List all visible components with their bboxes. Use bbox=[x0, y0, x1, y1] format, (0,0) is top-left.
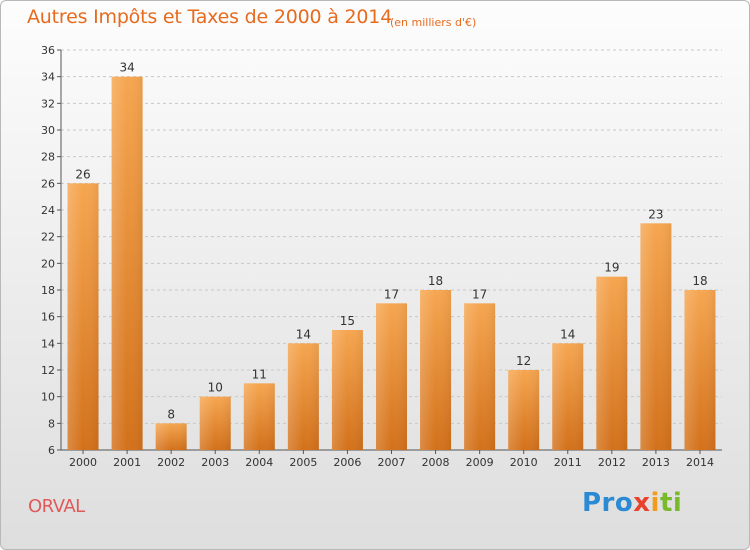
data-label: 10 bbox=[208, 381, 223, 395]
bar-sheen bbox=[111, 76, 143, 451]
x-tick-label: 2001 bbox=[113, 456, 141, 469]
y-tick-label: 36 bbox=[41, 44, 55, 57]
bar-sheen bbox=[331, 330, 363, 450]
bar-sheen bbox=[508, 370, 540, 450]
x-tick-label: 2009 bbox=[466, 456, 494, 469]
data-label: 17 bbox=[472, 287, 487, 301]
y-tick-label: 8 bbox=[48, 417, 55, 430]
y-tick-label: 34 bbox=[41, 71, 55, 84]
town-name: ORVAL bbox=[28, 496, 85, 517]
bar-sheen bbox=[376, 303, 407, 450]
data-label: 26 bbox=[75, 167, 90, 181]
y-tick-label: 32 bbox=[41, 97, 55, 110]
data-label: 14 bbox=[560, 327, 575, 341]
x-tick-label: 2006 bbox=[333, 456, 361, 469]
proxiti-logo[interactable]: Proxiti bbox=[582, 488, 682, 518]
x-tick-label: 2003 bbox=[201, 456, 229, 469]
data-label: 17 bbox=[384, 287, 399, 301]
x-tick-label: 2005 bbox=[289, 456, 317, 469]
y-tick-label: 30 bbox=[41, 124, 55, 137]
data-label: 34 bbox=[119, 61, 134, 75]
y-tick-label: 16 bbox=[41, 311, 55, 324]
bar-sheen bbox=[287, 343, 319, 450]
bar-sheen bbox=[199, 396, 231, 450]
bar-sheen bbox=[552, 343, 584, 450]
logo-part-2: x bbox=[633, 488, 651, 518]
y-tick-label: 10 bbox=[41, 391, 55, 404]
logo-part-4: ti bbox=[659, 488, 683, 518]
data-label: 11 bbox=[252, 367, 267, 381]
data-label: 18 bbox=[428, 274, 443, 288]
x-tick-label: 2007 bbox=[378, 456, 406, 469]
data-label: 18 bbox=[692, 274, 707, 288]
data-label: 19 bbox=[604, 261, 619, 275]
y-tick-label: 18 bbox=[41, 284, 55, 297]
logo-part-3: i bbox=[650, 488, 660, 518]
bar-sheen bbox=[420, 290, 452, 450]
bar-sheen bbox=[155, 423, 187, 450]
x-tick-label: 2002 bbox=[157, 456, 185, 469]
x-tick-label: 2012 bbox=[598, 456, 626, 469]
x-tick-label: 2013 bbox=[642, 456, 670, 469]
x-tick-label: 2014 bbox=[686, 456, 714, 469]
chart-title: Autres Impôts et Taxes de 2000 à 2014 bbox=[27, 6, 393, 28]
bar-sheen bbox=[684, 290, 716, 450]
x-tick-label: 2000 bbox=[69, 456, 97, 469]
y-tick-label: 28 bbox=[41, 151, 55, 164]
data-label: 23 bbox=[648, 207, 663, 221]
data-label: 8 bbox=[167, 407, 175, 421]
bar-sheen bbox=[596, 276, 628, 450]
y-tick-label: 12 bbox=[41, 364, 55, 377]
y-tick-label: 22 bbox=[41, 231, 55, 244]
logo-part-1: Pro bbox=[582, 488, 634, 518]
bar-sheen bbox=[464, 303, 496, 450]
x-tick-label: 2010 bbox=[510, 456, 538, 469]
bars bbox=[67, 76, 716, 451]
data-label: 12 bbox=[516, 354, 531, 368]
tick-labels: 6 8 10 12 14 16 18 20 22 24 26 28 30 32 34 36 2000 2001 20… bbox=[41, 44, 714, 469]
x-tick-label: 2008 bbox=[422, 456, 450, 469]
bar-sheen bbox=[67, 183, 99, 451]
x-tick-label: 2011 bbox=[554, 456, 582, 469]
y-tick-label: 14 bbox=[41, 337, 55, 350]
y-tick-label: 24 bbox=[41, 204, 55, 217]
y-tick-label: 6 bbox=[48, 444, 55, 457]
y-tick-label: 26 bbox=[41, 177, 55, 190]
data-labels: 26 34 8 10 11 14 15 17 18 17 12 14 19 23 18 bbox=[75, 61, 707, 422]
data-label: 14 bbox=[296, 327, 311, 341]
x-tick-label: 2004 bbox=[245, 456, 273, 469]
data-label: 15 bbox=[340, 314, 355, 328]
chart-subtitle: (en milliers d'€) bbox=[390, 16, 477, 29]
y-tick-label: 20 bbox=[41, 257, 55, 270]
bar-sheen bbox=[640, 223, 672, 450]
bar-sheen bbox=[243, 383, 275, 450]
